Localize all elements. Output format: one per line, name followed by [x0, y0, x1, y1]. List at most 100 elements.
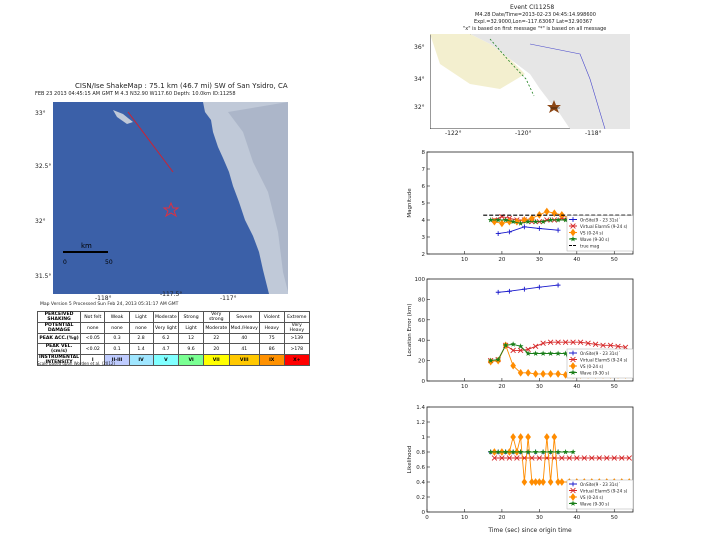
table-cell: Very Heavy: [283, 322, 311, 334]
data-point: [521, 286, 527, 292]
table-row: PERCEIVED SHAKING Not felt Weak Light Modera…: [36, 311, 311, 323]
intensity-table: PERCEIVED SHAKING Not felt Weak Light Modera…: [36, 311, 311, 366]
table-row-label: INSTRUMENTAL INTENSITY: [36, 354, 82, 366]
location-title: Event CI11258: [510, 4, 555, 11]
data-point: [517, 220, 524, 226]
legend-label: VS (0-24 s): [580, 230, 604, 235]
data-point: [510, 218, 516, 225]
data-point: [532, 350, 539, 356]
footer-note: Scale based upon Worden et al. (2012): [37, 361, 115, 366]
table-cell: >178: [283, 343, 311, 355]
data-point: [562, 217, 569, 223]
fault-line: [127, 111, 174, 173]
y-tick-label: 0: [422, 510, 426, 516]
lon-label-3: -117°: [220, 295, 237, 302]
table-cell: IX: [258, 354, 285, 366]
data-point: [536, 284, 542, 290]
data-point: [499, 455, 505, 461]
data-point: [547, 370, 554, 378]
data-point: [521, 224, 527, 230]
data-point: [559, 455, 565, 461]
x-tick-label: 30: [536, 384, 543, 390]
table-row-label: PERCEIVED SHAKING: [36, 311, 82, 323]
data-point: [555, 370, 561, 378]
table-cell: Extreme: [283, 311, 311, 323]
table-cell: Light: [178, 322, 204, 334]
data-point: [555, 350, 561, 356]
data-point: [525, 350, 531, 356]
y-tick-label: 0: [422, 379, 426, 385]
location-error-chart: 0 20 40 60 80 100 10 20 30 40 50 Location Error (km…: [407, 277, 634, 390]
data-point: [570, 493, 576, 501]
legend-label: Virtual ElarmS (9-24 s): [580, 224, 628, 229]
lat-label-31-5: 31.5°: [35, 273, 52, 280]
table-cell: none: [104, 322, 130, 334]
shakemap-line2: FEB 23 2013 04:45:15 AM GMT M 4.3 N32.90…: [35, 91, 236, 97]
data-point: [540, 340, 546, 346]
y-tick-label: 3: [422, 235, 426, 241]
y-tick-label: 0.4: [416, 480, 425, 486]
legend-label: OnSite(9 - 23 31s)´: [580, 482, 620, 487]
data-point: [551, 209, 558, 218]
x-tick-label: 40: [573, 257, 580, 263]
table-cell: >139: [283, 333, 311, 344]
data-point: [562, 449, 569, 455]
data-point: [570, 362, 576, 370]
data-point: [507, 229, 512, 235]
data-point: [495, 449, 501, 455]
data-point: [555, 449, 561, 455]
data-point: [596, 455, 603, 461]
x-tick-label: 20: [498, 384, 505, 390]
data-point: [506, 455, 513, 461]
data-point: [570, 228, 576, 237]
x-tick-label: 50: [611, 515, 618, 521]
y-tick-label: 1.4: [416, 405, 425, 411]
table-cell: Mod./Heavy: [228, 322, 260, 334]
data-point: [577, 339, 584, 345]
shakemap-map: km 0 50: [53, 102, 288, 294]
table-row-label: PEAK ACC.(%g): [36, 333, 82, 344]
table-cell: 9.6: [178, 343, 204, 355]
data-point: [570, 500, 576, 506]
table-cell: II-III: [104, 354, 130, 366]
data-point: [502, 449, 509, 455]
data-point: [540, 370, 546, 378]
x-tick-label: 10: [461, 257, 468, 263]
data-point: [521, 478, 528, 486]
y-tick-label: 100: [415, 277, 426, 283]
table-cell: Moderate: [202, 322, 230, 334]
y-tick-label: 20: [418, 359, 425, 365]
y-tick-label: 40: [418, 338, 425, 344]
data-point: [566, 455, 573, 461]
table-cell: Very light: [152, 322, 180, 334]
y-tick-label: 2: [422, 252, 426, 258]
data-point: [570, 369, 576, 375]
data-point: [514, 217, 520, 226]
data-point: [536, 478, 543, 486]
y-tick-label: 1: [422, 435, 426, 441]
data-point: [517, 347, 524, 354]
data-point: [600, 342, 606, 349]
table-cell: 6.2: [152, 333, 180, 344]
y-tick-label: 80: [418, 297, 425, 303]
data-point: [495, 356, 501, 362]
data-point: [525, 218, 531, 225]
table-cell: 41: [228, 343, 260, 355]
y-axis-label: Likelihood: [407, 446, 413, 474]
data-point: [547, 449, 554, 455]
x-tick-label: 30: [536, 257, 543, 263]
shakemap-line1: CISN/Ise ShakeMap : 75.1 km (46.7 mi) SW…: [75, 82, 288, 90]
table-cell: 2.8: [128, 333, 154, 344]
table-cell: <0.05: [80, 333, 106, 344]
x-tick-label: 40: [573, 384, 580, 390]
lat-label-32: 32°: [414, 104, 425, 111]
data-point: [547, 478, 554, 486]
data-point: [570, 350, 576, 356]
data-point: [510, 449, 516, 455]
table-cell: Strong: [178, 311, 204, 323]
table-row: PEAK VEL.(cm/s) <0.02 0.1 1.4 4.7 9.6 20 41 86 >1…: [36, 343, 311, 355]
data-point: [510, 361, 516, 370]
table-cell: 1.4: [128, 343, 154, 355]
data-point: [615, 343, 621, 350]
legend-box: [566, 215, 634, 252]
